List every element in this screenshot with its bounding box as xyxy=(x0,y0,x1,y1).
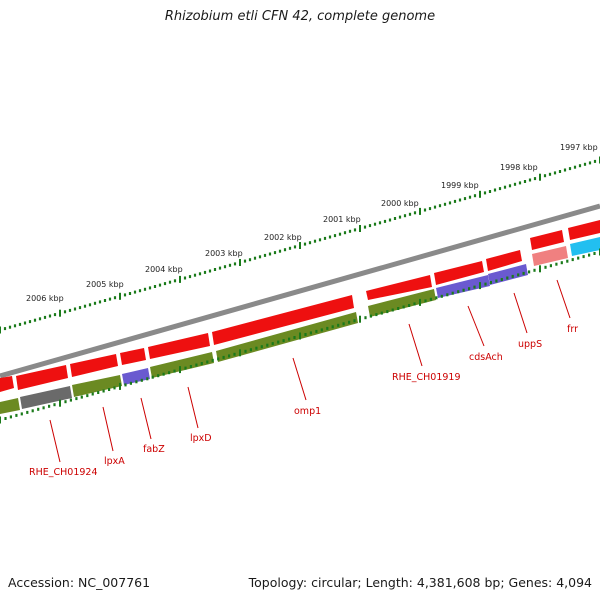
leader-line xyxy=(513,292,528,334)
cds-arrow[interactable] xyxy=(120,348,146,365)
cds-arrow[interactable] xyxy=(70,354,118,377)
gene-leader-lines xyxy=(49,279,571,463)
cds-block[interactable] xyxy=(488,264,528,285)
ruler-label: 2002 kbp xyxy=(264,233,302,242)
gene-label-cdsAch[interactable]: cdsAch xyxy=(469,352,503,363)
leader-line xyxy=(408,323,423,367)
leader-line xyxy=(556,279,571,319)
cds-block[interactable] xyxy=(122,368,150,385)
ruler-label: 1998 kbp xyxy=(500,163,538,172)
cds-arrow[interactable] xyxy=(486,250,522,271)
cds-block[interactable] xyxy=(0,398,20,414)
cds-block[interactable] xyxy=(72,375,122,397)
cds-arrow[interactable] xyxy=(212,295,354,345)
cds-arrow[interactable] xyxy=(434,261,484,285)
cds-arrow[interactable] xyxy=(0,376,14,392)
gene-label-fabZ[interactable]: fabZ xyxy=(143,444,165,455)
ruler-label: 1999 kbp xyxy=(441,181,479,190)
leader-line xyxy=(187,386,199,429)
leader-line xyxy=(140,397,152,440)
accession-text: Accession: NC_007761 xyxy=(8,575,151,590)
cds-arrow[interactable] xyxy=(366,275,432,300)
cds-block[interactable] xyxy=(436,275,490,298)
genome-backbone xyxy=(0,203,600,379)
genome-summary-text: Topology: circular; Length: 4,381,608 bp… xyxy=(248,575,592,590)
ruler-label: 1997 kbp xyxy=(560,143,598,152)
gene-label-uppS[interactable]: uppS xyxy=(518,339,542,350)
ruler-label: 2001 kbp xyxy=(323,215,361,224)
inner-tick-marks xyxy=(0,248,600,424)
ruler-label: 2000 kbp xyxy=(381,199,419,208)
forward-strand-track xyxy=(0,220,600,392)
ruler-label: 2003 kbp xyxy=(205,249,243,258)
gene-label-RHE_CH01924[interactable]: RHE_CH01924 xyxy=(29,467,98,478)
cds-block[interactable] xyxy=(532,246,568,266)
cds-arrow[interactable] xyxy=(148,333,210,359)
gene-label-omp1[interactable]: omp1 xyxy=(294,406,321,417)
ruler-label: 2004 kbp xyxy=(145,265,183,274)
leader-line xyxy=(102,406,114,452)
gene-label-lpxA[interactable]: lpxA xyxy=(104,456,125,467)
ruler-tick-marks xyxy=(0,156,600,334)
gene-label-lpxD[interactable]: lpxD xyxy=(190,433,212,444)
ruler-label: 2006 kbp xyxy=(26,294,64,303)
cds-arrow[interactable] xyxy=(530,230,564,250)
gene-labels: frr uppS cdsAch RHE_CH01919 omp1 lpxD fa… xyxy=(29,324,578,478)
cds-arrow[interactable] xyxy=(16,365,68,390)
gene-label-frr[interactable]: frr xyxy=(567,324,578,335)
cds-block[interactable] xyxy=(570,237,600,256)
gene-label-RHE_CH01919[interactable]: RHE_CH01919 xyxy=(392,372,461,383)
ruler-labels: 1997 kbp 1998 kbp 1999 kbp 2000 kbp 2001… xyxy=(26,143,598,303)
leader-line xyxy=(292,357,307,401)
ruler-label: 2005 kbp xyxy=(86,280,124,289)
cds-arrow[interactable] xyxy=(568,220,600,240)
cds-block[interactable] xyxy=(20,386,72,409)
leader-line xyxy=(467,305,485,347)
cds-block[interactable] xyxy=(150,352,214,378)
cds-block[interactable] xyxy=(368,289,436,317)
genome-title: Rhizobium etli CFN 42, complete genome xyxy=(164,9,436,24)
leader-line xyxy=(49,419,61,463)
